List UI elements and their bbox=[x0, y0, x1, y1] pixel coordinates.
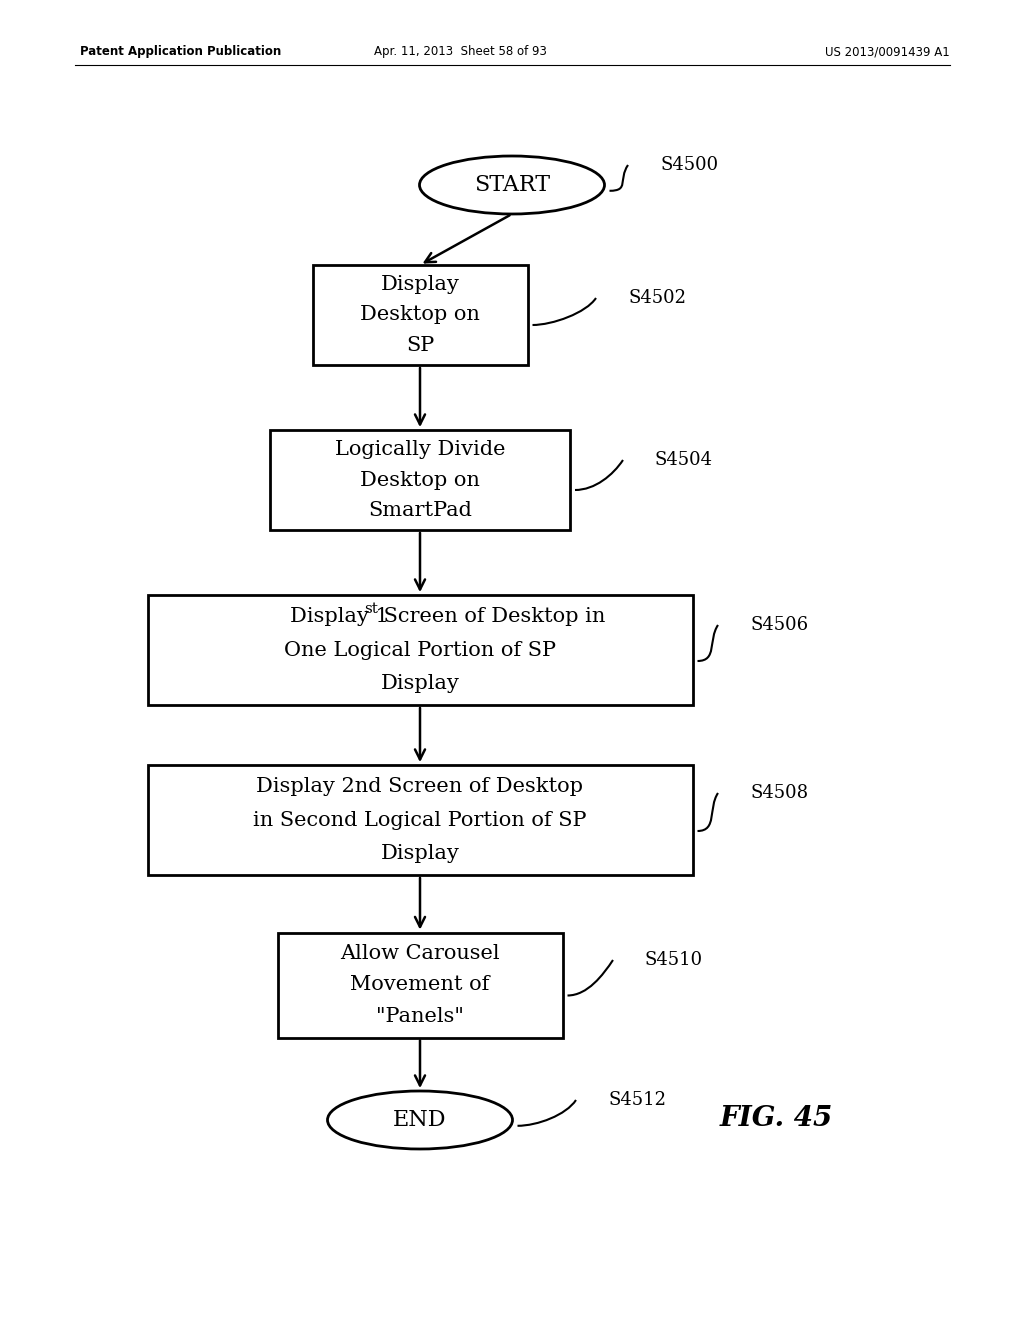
Ellipse shape bbox=[328, 1092, 512, 1148]
Text: S4500: S4500 bbox=[660, 156, 718, 174]
Text: Display: Display bbox=[381, 843, 460, 863]
Text: Display 2nd Screen of Desktop: Display 2nd Screen of Desktop bbox=[256, 777, 584, 796]
Text: FIG. 45: FIG. 45 bbox=[720, 1105, 834, 1131]
Text: Allow Carousel: Allow Carousel bbox=[340, 944, 500, 962]
Text: Display: Display bbox=[381, 275, 460, 294]
Text: Patent Application Publication: Patent Application Publication bbox=[80, 45, 282, 58]
Text: S4504: S4504 bbox=[655, 451, 713, 469]
Text: st: st bbox=[365, 602, 378, 616]
Text: S4510: S4510 bbox=[645, 950, 703, 969]
Text: SmartPad: SmartPad bbox=[368, 500, 472, 520]
Text: START: START bbox=[474, 174, 550, 195]
Text: S4502: S4502 bbox=[628, 289, 686, 308]
Text: Desktop on: Desktop on bbox=[360, 470, 480, 490]
Text: Display 1st Screen of Desktop in: Display 1st Screen of Desktop in bbox=[247, 607, 593, 626]
Text: S4512: S4512 bbox=[608, 1092, 666, 1109]
Bar bbox=[147, 766, 692, 875]
Bar bbox=[278, 932, 562, 1038]
Text: Display: Display bbox=[381, 673, 460, 693]
Bar bbox=[312, 265, 527, 366]
Text: Desktop on: Desktop on bbox=[360, 305, 480, 325]
Text: SP: SP bbox=[406, 335, 434, 355]
Text: S4506: S4506 bbox=[750, 616, 808, 634]
Text: in Second Logical Portion of SP: in Second Logical Portion of SP bbox=[253, 810, 587, 829]
Text: US 2013/0091439 A1: US 2013/0091439 A1 bbox=[825, 45, 950, 58]
Text: END: END bbox=[393, 1109, 446, 1131]
Ellipse shape bbox=[420, 156, 604, 214]
Bar bbox=[270, 430, 570, 531]
Text: Screen of Desktop in: Screen of Desktop in bbox=[377, 607, 605, 626]
Text: Apr. 11, 2013  Sheet 58 of 93: Apr. 11, 2013 Sheet 58 of 93 bbox=[374, 45, 547, 58]
Text: Movement of: Movement of bbox=[350, 975, 489, 994]
Text: Display 1: Display 1 bbox=[290, 607, 389, 626]
Text: Logically Divide: Logically Divide bbox=[335, 440, 505, 459]
Text: One Logical Portion of SP: One Logical Portion of SP bbox=[284, 640, 556, 660]
Bar bbox=[147, 595, 692, 705]
Text: S4508: S4508 bbox=[750, 784, 808, 803]
Text: "Panels": "Panels" bbox=[376, 1007, 464, 1027]
